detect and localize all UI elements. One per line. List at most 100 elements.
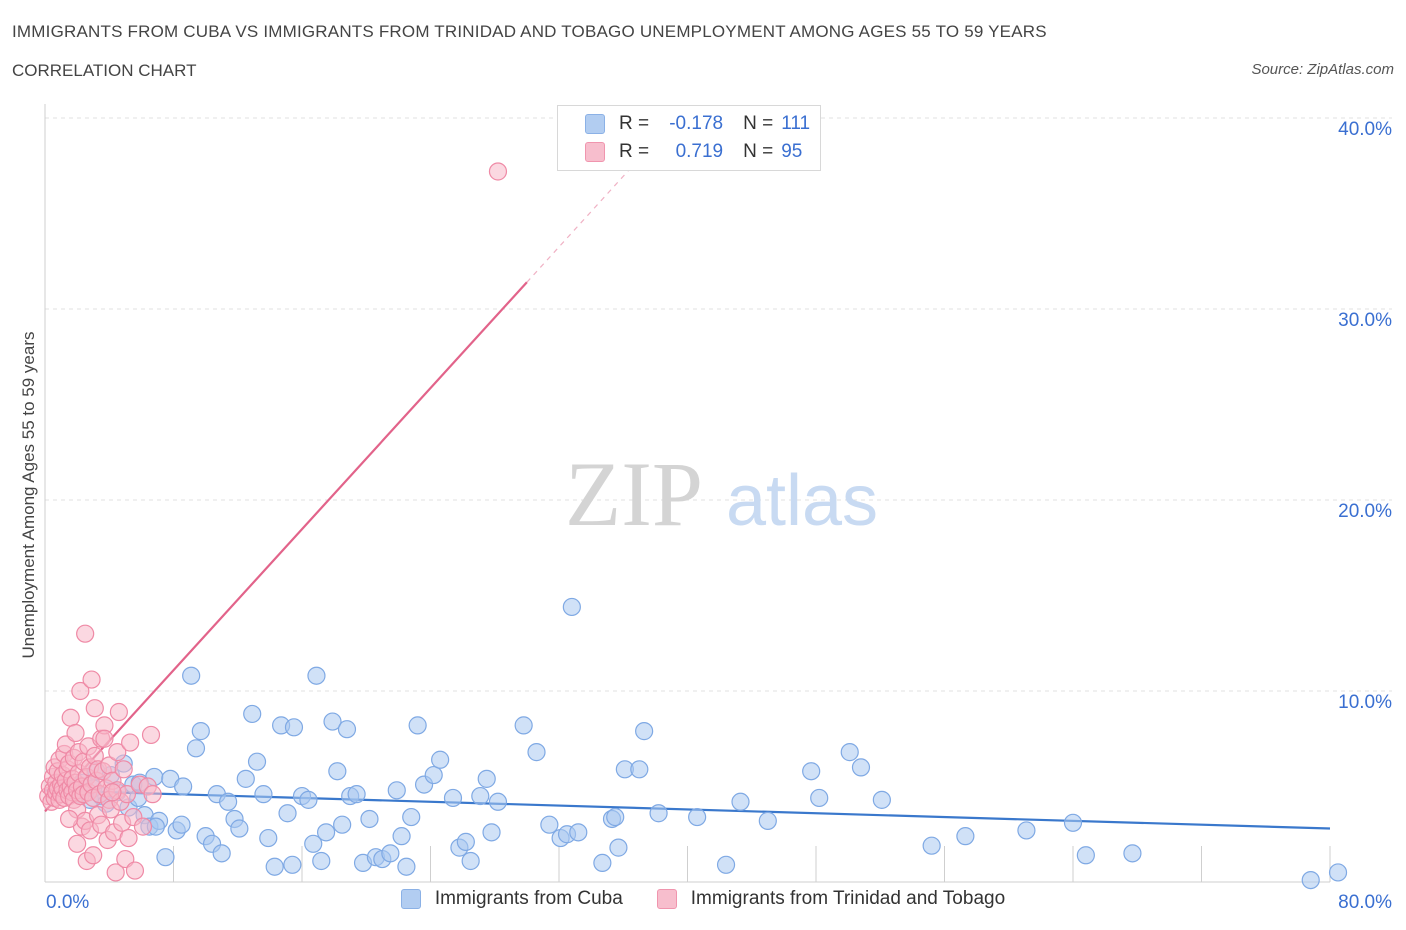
legend-n-value-cuba: 111 (781, 113, 811, 134)
legend-item-cuba[interactable]: Immigrants from Cuba (400, 888, 623, 910)
cuba-point (212, 844, 231, 863)
trinidad-point (103, 783, 122, 802)
cuba-point (191, 722, 210, 741)
trinidad-point (71, 681, 90, 701)
cuba-point (527, 743, 546, 762)
cuba-point (392, 827, 411, 846)
cuba-point (1076, 846, 1095, 865)
trinidad-trend-line (44, 281, 528, 813)
cuba-point (283, 855, 302, 874)
watermark-atlas: atlas (726, 461, 878, 541)
cuba-point (278, 804, 297, 823)
cuba-point (1328, 863, 1348, 882)
trinidad-point (143, 785, 162, 804)
legend-row-cuba: R = -0.178 N = 111 (585, 111, 810, 137)
legend-swatch-trinidad (656, 889, 677, 909)
cuba-point (540, 815, 559, 834)
cuba-point (593, 853, 612, 873)
cuba-point (347, 785, 366, 804)
trinidad-trend-extension (526, 140, 656, 283)
y-tick-label: 10.0% (1338, 692, 1392, 713)
legend-r-label: R = (619, 141, 650, 162)
y-axis-label: Unemployment Among Ages 55 to 59 years (19, 331, 38, 659)
cuba-point (488, 792, 508, 811)
cuba-point (477, 769, 496, 788)
legend-r-label: R = (619, 113, 650, 134)
trinidad-point (66, 723, 85, 743)
legend-n-label: N = (743, 113, 774, 134)
cuba-point (922, 836, 941, 855)
legend-r-value-cuba: -0.178 (669, 113, 724, 134)
y-tick-label: 30.0% (1338, 310, 1392, 331)
cuba-point (471, 786, 490, 806)
legend-label-trinidad: Immigrants from Trinidad and Tobago (690, 888, 1006, 909)
trinidad-point (141, 725, 161, 745)
trinidad-point (95, 729, 114, 748)
legend-swatch-cuba (585, 114, 605, 134)
cuba-point (635, 722, 654, 741)
legend-item-trinidad[interactable]: Immigrants from Trinidad and Tobago (656, 888, 1006, 910)
chart-title: IMMIGRANTS FROM CUBA VS IMMIGRANTS FROM … (12, 22, 1047, 41)
cuba-point (254, 785, 273, 804)
trinidad-point (68, 834, 87, 853)
cuba-point (758, 811, 777, 830)
cuba-point (840, 743, 859, 762)
cuba-point (230, 819, 249, 838)
cuba-point (259, 828, 278, 848)
cuba-point (731, 792, 750, 811)
cuba-point (243, 704, 262, 724)
trinidad-point (488, 162, 508, 181)
cuba-point (630, 760, 649, 779)
trinidad-point (85, 699, 104, 718)
cuba-point (387, 781, 406, 800)
cuba-point (872, 790, 891, 809)
source-label: Source: ZipAtlas.com (1251, 61, 1394, 78)
cuba-point (649, 804, 668, 823)
cuba-point (408, 716, 427, 735)
cuba-point (328, 762, 347, 781)
cuba-point (716, 855, 736, 874)
trinidad-point (61, 708, 80, 727)
trinidad-point (59, 809, 79, 829)
cuba-point (299, 790, 318, 809)
cuba-point (1301, 870, 1320, 890)
cuba-point (333, 815, 352, 834)
trinidad-point (82, 670, 101, 689)
cuba-point (802, 762, 821, 781)
cuba-point (424, 765, 443, 785)
trinidad-point (125, 861, 145, 880)
watermark: ZIP atlas (565, 443, 878, 545)
cuba-point (284, 718, 304, 737)
cuba-point (609, 838, 628, 857)
cuba-point (172, 815, 191, 834)
cuba-point (265, 857, 284, 876)
y-tick-label: 20.0% (1338, 501, 1392, 522)
cuba-point (431, 750, 450, 769)
trinidad-point (106, 863, 125, 882)
trinidad-point (119, 828, 138, 848)
legend-swatch-cuba (400, 889, 421, 909)
legend-row-trinidad: R = 0.719 N = 95 (585, 139, 802, 165)
cuba-point (182, 666, 201, 685)
cuba-point (304, 834, 323, 853)
cuba-point (1063, 813, 1083, 832)
cuba-point (1123, 844, 1142, 863)
trinidad-point (109, 702, 128, 722)
cuba-point (312, 851, 331, 871)
cuba-point (316, 823, 336, 842)
cuba-point (337, 720, 357, 739)
cuba-point (443, 788, 463, 808)
cuba-point (514, 716, 533, 735)
cuba-point (851, 758, 871, 777)
data-points (39, 162, 1348, 890)
legend-r-value-trinidad: 0.719 (675, 141, 724, 162)
cuba-point (956, 827, 975, 846)
trinidad-point (108, 743, 127, 762)
legend-label-cuba: Immigrants from Cuba (434, 888, 623, 909)
cuba-point (247, 752, 267, 771)
cuba-point (606, 807, 625, 827)
watermark-zip: ZIP (565, 443, 703, 545)
grid-lines (45, 117, 1392, 692)
cuba-point (482, 823, 501, 842)
cuba-point (562, 597, 581, 617)
